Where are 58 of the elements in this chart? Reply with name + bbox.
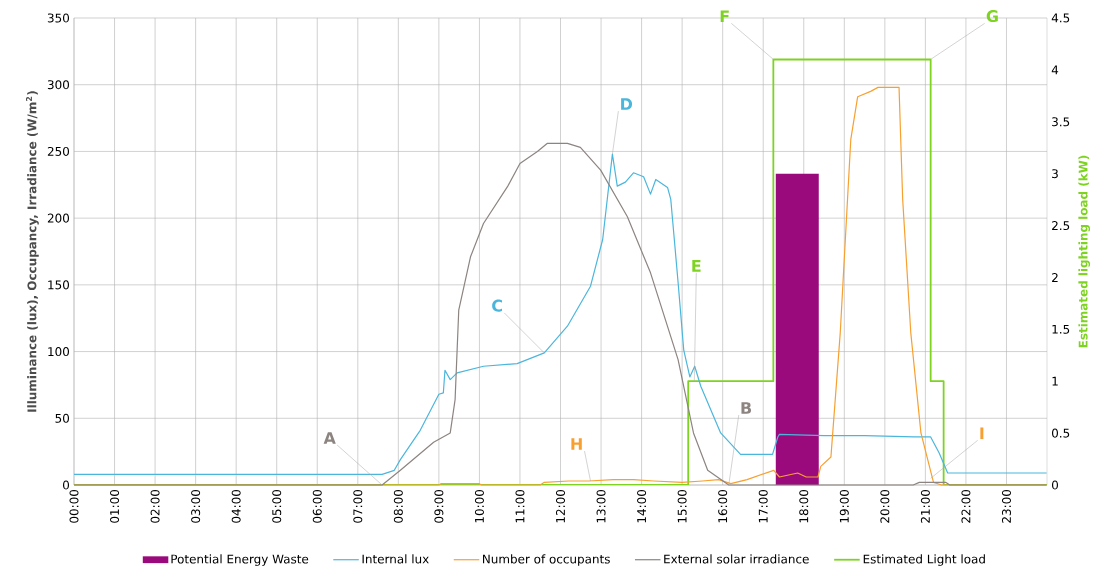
y2-axis-title: Estimated lighting load (kW): [1078, 155, 1091, 348]
x-tick-label: 08:00: [393, 489, 403, 523]
y-tick-label: 300: [47, 80, 70, 90]
y2-tick-label: 4: [1051, 65, 1059, 75]
annotation: G: [986, 10, 998, 23]
x-tick-label: 22:00: [961, 489, 971, 523]
x-tick-label: 18:00: [799, 489, 809, 523]
x-tick-label: 09:00: [434, 489, 444, 523]
x-tick-label: 06:00: [312, 489, 322, 523]
x-tick-label: 21:00: [920, 489, 930, 523]
y-axis-title: Illuminance (lux), Occupancy, Irradiance (W/m$^{2}$): [25, 91, 39, 412]
y2-tick-label: 4.5: [1051, 13, 1070, 23]
legend-label: Internal lux: [362, 554, 429, 564]
legend-label: External solar irradiance: [664, 554, 809, 564]
x-tick-label: 12:00: [555, 489, 566, 523]
annotation: I: [980, 427, 984, 440]
y-tick-label: 150: [48, 280, 70, 290]
y2-tick-label: 2: [1052, 273, 1058, 282]
x-tick-label: 11:00: [515, 489, 525, 523]
legend-label: Potential Energy Waste: [171, 554, 309, 566]
x-tick-label: 23:00: [1001, 489, 1011, 523]
annotation: H: [571, 438, 582, 450]
x-tick-label: 20:00: [880, 489, 890, 523]
x-tick-label: 10:00: [474, 489, 484, 523]
x-tick-label: 13:00: [596, 489, 606, 523]
annotation: F: [720, 10, 729, 23]
x-tick-label: 17:00: [758, 489, 768, 523]
x-tick-label: 07:00: [353, 489, 363, 523]
y2-tick-label: 3.5: [1052, 117, 1070, 127]
annotation: D: [621, 98, 633, 110]
x-tick-label: 00:00: [69, 489, 79, 523]
annotation: B: [741, 402, 752, 414]
y-tick-label: 350: [47, 13, 70, 23]
annotation: E: [692, 260, 701, 272]
x-tick-label: 15:00: [677, 489, 687, 523]
y2-tick-label: 2.5: [1052, 221, 1070, 231]
annotation: A: [323, 432, 336, 444]
y2-tick-label: 0.5: [1051, 428, 1070, 438]
x-tick-label: 03:00: [191, 489, 201, 523]
annotation: C: [492, 299, 503, 312]
y2-tick-label: 1: [1052, 376, 1058, 386]
x-tick-label: 02:00: [150, 489, 160, 523]
y2-tick-label: 3: [1052, 169, 1058, 179]
y2-tick-label: 1.5: [1052, 324, 1070, 334]
y-tick-label: 50: [55, 413, 70, 423]
x-tick-label: 05:00: [272, 489, 282, 523]
y2-tick-label: 0: [1051, 480, 1059, 490]
x-tick-label: 16:00: [718, 489, 728, 523]
x-tick-label: 04:00: [231, 489, 241, 523]
y-tick-label: 0: [62, 480, 70, 490]
x-tick-label: 19:00: [839, 489, 849, 523]
legend-label: Estimated Light load: [863, 554, 985, 566]
y-tick-label: 250: [47, 146, 70, 156]
y-tick-label: 100: [48, 347, 70, 357]
x-tick-label: 01:00: [110, 489, 120, 523]
legend-label: Number of occupants: [483, 554, 610, 566]
y-tick-label: 200: [47, 213, 70, 223]
x-tick-label: 14:00: [637, 489, 647, 523]
